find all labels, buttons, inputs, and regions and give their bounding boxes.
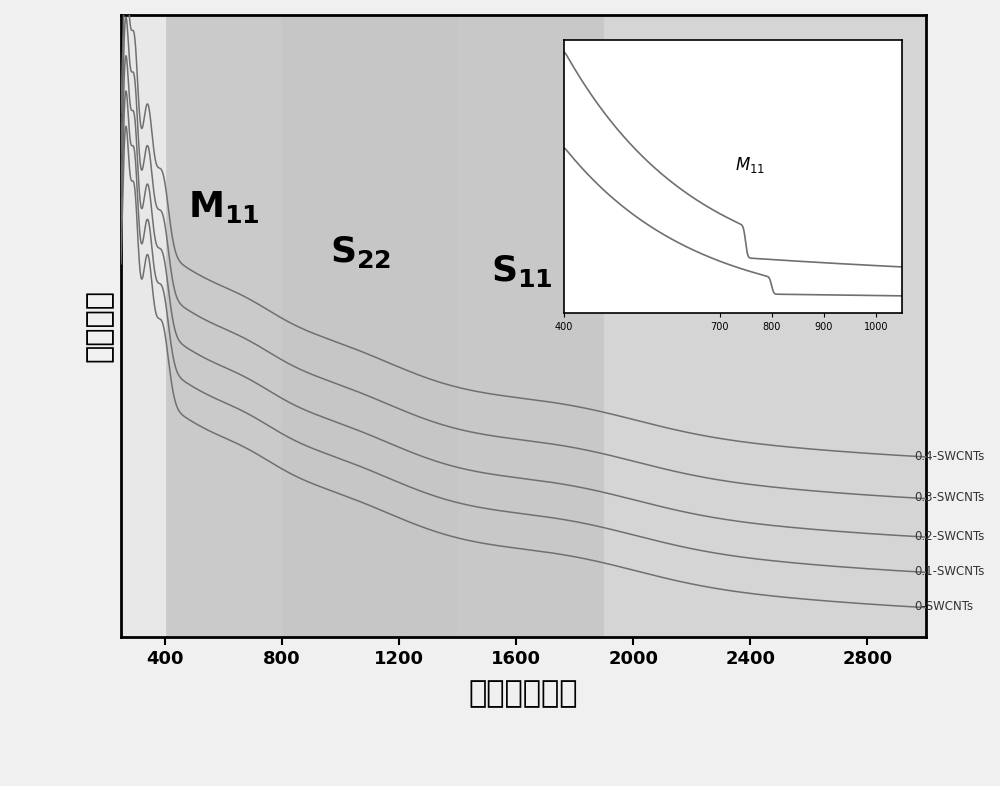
Bar bbox=[282, 15, 458, 637]
Text: $\mathbf{M_{11}}$: $\mathbf{M_{11}}$ bbox=[188, 189, 259, 226]
Bar bbox=[165, 15, 282, 637]
Text: $\mathbf{S_{22}}$: $\mathbf{S_{22}}$ bbox=[330, 234, 392, 270]
Y-axis label: 吸收强度: 吸收强度 bbox=[85, 289, 114, 362]
Text: $\mathbf{S_{11}}$: $\mathbf{S_{11}}$ bbox=[491, 253, 553, 289]
Text: 0-SWCNTs: 0-SWCNTs bbox=[914, 601, 973, 613]
Bar bbox=[121, 15, 165, 637]
Bar bbox=[604, 15, 926, 637]
Text: 0.2-SWCNTs: 0.2-SWCNTs bbox=[914, 530, 985, 543]
Bar bbox=[458, 15, 604, 637]
X-axis label: 波数（纳米）: 波数（纳米） bbox=[469, 679, 578, 708]
Text: 0.3-SWCNTs: 0.3-SWCNTs bbox=[914, 491, 984, 505]
Text: 0.1-SWCNTs: 0.1-SWCNTs bbox=[914, 565, 985, 578]
Text: 0.4-SWCNTs: 0.4-SWCNTs bbox=[914, 450, 985, 463]
